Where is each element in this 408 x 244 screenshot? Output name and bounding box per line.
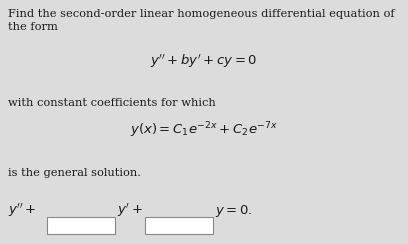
FancyBboxPatch shape	[145, 217, 213, 234]
Text: $y'' + by' + cy = 0$: $y'' + by' + cy = 0$	[151, 52, 257, 70]
Text: $y = 0.$: $y = 0.$	[215, 203, 253, 219]
Text: with constant coefficients for which: with constant coefficients for which	[8, 98, 216, 108]
Text: $y(x) = C_1e^{-2x} + C_2e^{-7x}$: $y(x) = C_1e^{-2x} + C_2e^{-7x}$	[130, 120, 278, 140]
Text: Find the second-order linear homogeneous differential equation of: Find the second-order linear homogeneous…	[8, 9, 395, 19]
Text: $y''+$: $y''+$	[8, 202, 36, 219]
Text: $y'+$: $y'+$	[117, 202, 143, 219]
Text: is the general solution.: is the general solution.	[8, 168, 141, 178]
FancyBboxPatch shape	[47, 217, 115, 234]
Text: the form: the form	[8, 22, 58, 32]
